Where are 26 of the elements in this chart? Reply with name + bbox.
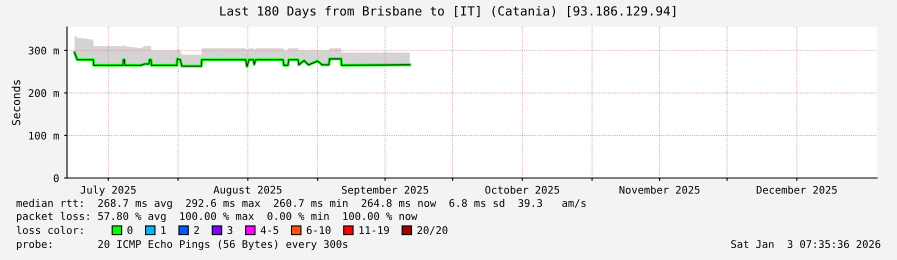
y-axis-title: Seconds — [12, 80, 20, 126]
line-series — [73, 51, 412, 68]
y-tick-label: 0 — [54, 174, 59, 182]
y-tick-label: 100 m — [29, 132, 59, 140]
legend-label: 11-19 — [360, 226, 389, 234]
legend-label: 0 — [127, 226, 132, 234]
x-tick-label: August 2025 — [214, 186, 282, 196]
x-tick-label: September 2025 — [342, 186, 428, 196]
legend-label: 20/20 — [417, 226, 448, 235]
x-tick-label: November 2025 — [620, 186, 700, 194]
text: packet loss: 57.80 % avg 100.00 % max 0.00 % min 100.00 % now — [16, 212, 418, 222]
x-tick-label: December 2025 — [756, 186, 837, 194]
y-tick-label: 300 m — [28, 46, 59, 55]
text: Sat Jan 3 07:35:36 2026 — [731, 240, 880, 248]
text: median rtt: 268.7 ms avg 292.6 ms max 260.7 ms min 264.8 ms now 6.8 ms sd 39.3 am/s — [16, 198, 586, 210]
legend-label: 4-5 — [260, 226, 278, 234]
chart-title: Last 180 Days from Brisbane to [IT] (Catania) [93.186.129.94] — [220, 6, 676, 18]
x-tick-label: October 2025 — [485, 186, 560, 194]
legend-label: 2 — [194, 226, 199, 234]
text: probe: 20 ICMP Echo Pings (56 Bytes) every 300s — [16, 240, 348, 250]
x-tick-label: July 2025 — [80, 186, 136, 196]
legend-label: 6-10 — [306, 226, 331, 234]
y-tick-label: 200 m — [28, 89, 59, 98]
legend-label: 3 — [228, 226, 232, 234]
legend-title: loss color: — [16, 226, 82, 234]
legend-label: 1 — [161, 226, 166, 234]
